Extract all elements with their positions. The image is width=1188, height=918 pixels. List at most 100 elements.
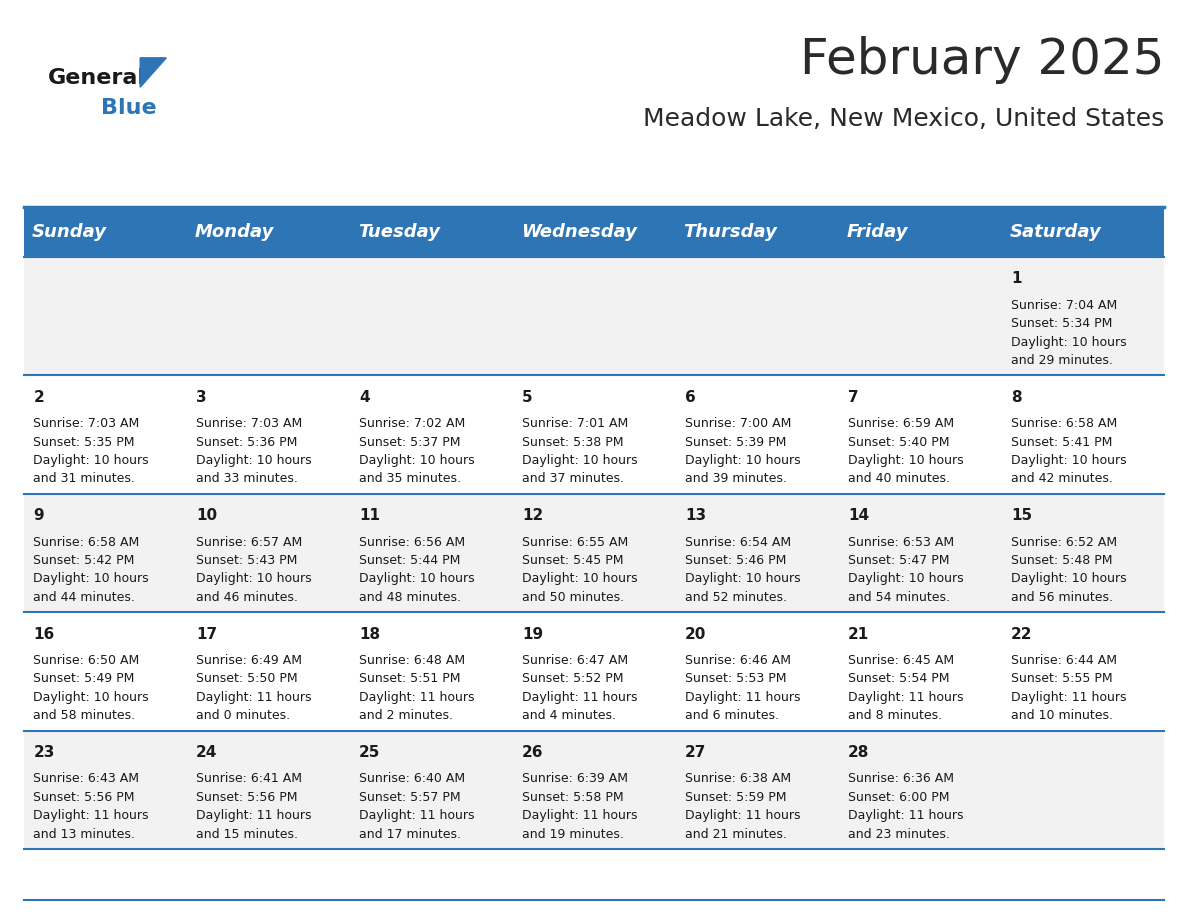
- FancyBboxPatch shape: [1001, 257, 1164, 375]
- Text: Sunset: 5:47 PM: Sunset: 5:47 PM: [848, 554, 949, 567]
- FancyBboxPatch shape: [839, 731, 1001, 849]
- Text: 28: 28: [848, 744, 870, 760]
- Text: Sunset: 5:53 PM: Sunset: 5:53 PM: [685, 672, 786, 686]
- Text: Daylight: 11 hours: Daylight: 11 hours: [685, 690, 801, 704]
- Text: Sunset: 5:40 PM: Sunset: 5:40 PM: [848, 435, 949, 449]
- Text: Sunset: 5:51 PM: Sunset: 5:51 PM: [359, 672, 461, 686]
- Text: and 42 minutes.: and 42 minutes.: [1011, 472, 1113, 486]
- Text: 12: 12: [522, 508, 543, 523]
- FancyBboxPatch shape: [349, 207, 512, 257]
- Text: and 15 minutes.: and 15 minutes.: [196, 827, 298, 841]
- Text: and 0 minutes.: and 0 minutes.: [196, 709, 290, 722]
- Text: Sunset: 5:52 PM: Sunset: 5:52 PM: [522, 672, 624, 686]
- Text: 24: 24: [196, 744, 217, 760]
- FancyBboxPatch shape: [24, 612, 187, 731]
- Text: 19: 19: [522, 626, 543, 642]
- Text: Sunrise: 6:49 AM: Sunrise: 6:49 AM: [196, 654, 302, 667]
- Text: 27: 27: [685, 744, 707, 760]
- Text: Sunrise: 6:55 AM: Sunrise: 6:55 AM: [522, 535, 628, 549]
- Polygon shape: [140, 58, 166, 87]
- Text: Sunset: 5:46 PM: Sunset: 5:46 PM: [685, 554, 786, 567]
- Text: 26: 26: [522, 744, 544, 760]
- FancyBboxPatch shape: [512, 257, 676, 375]
- FancyBboxPatch shape: [187, 731, 349, 849]
- Text: 7: 7: [848, 389, 859, 405]
- Text: Monday: Monday: [195, 223, 274, 241]
- Text: 10: 10: [196, 508, 217, 523]
- Text: Sunset: 5:35 PM: Sunset: 5:35 PM: [33, 435, 134, 449]
- FancyBboxPatch shape: [676, 612, 839, 731]
- Text: 23: 23: [33, 744, 55, 760]
- FancyBboxPatch shape: [839, 257, 1001, 375]
- Text: and 37 minutes.: and 37 minutes.: [522, 472, 624, 486]
- Text: Daylight: 10 hours: Daylight: 10 hours: [1011, 453, 1126, 467]
- FancyBboxPatch shape: [1001, 207, 1164, 257]
- Text: Daylight: 11 hours: Daylight: 11 hours: [1011, 690, 1126, 704]
- Text: and 54 minutes.: and 54 minutes.: [848, 590, 950, 604]
- Text: 22: 22: [1011, 626, 1032, 642]
- Text: Daylight: 11 hours: Daylight: 11 hours: [196, 809, 311, 823]
- Text: 3: 3: [196, 389, 207, 405]
- FancyBboxPatch shape: [839, 375, 1001, 494]
- FancyBboxPatch shape: [1001, 731, 1164, 849]
- Text: Daylight: 11 hours: Daylight: 11 hours: [359, 809, 475, 823]
- Text: 25: 25: [359, 744, 380, 760]
- Text: Sunset: 5:59 PM: Sunset: 5:59 PM: [685, 790, 786, 804]
- Text: Sunrise: 6:52 AM: Sunrise: 6:52 AM: [1011, 535, 1117, 549]
- FancyBboxPatch shape: [24, 375, 187, 494]
- Text: and 52 minutes.: and 52 minutes.: [685, 590, 786, 604]
- Text: Daylight: 10 hours: Daylight: 10 hours: [1011, 335, 1126, 349]
- Text: and 46 minutes.: and 46 minutes.: [196, 590, 298, 604]
- Text: 16: 16: [33, 626, 55, 642]
- Text: and 44 minutes.: and 44 minutes.: [33, 590, 135, 604]
- Text: Daylight: 10 hours: Daylight: 10 hours: [359, 453, 475, 467]
- Text: 18: 18: [359, 626, 380, 642]
- Text: Daylight: 10 hours: Daylight: 10 hours: [685, 572, 801, 586]
- Text: Daylight: 10 hours: Daylight: 10 hours: [1011, 572, 1126, 586]
- Text: 15: 15: [1011, 508, 1032, 523]
- Text: Sunrise: 6:39 AM: Sunrise: 6:39 AM: [522, 772, 628, 786]
- Text: Sunset: 5:45 PM: Sunset: 5:45 PM: [522, 554, 624, 567]
- FancyBboxPatch shape: [1001, 612, 1164, 731]
- FancyBboxPatch shape: [187, 612, 349, 731]
- FancyBboxPatch shape: [676, 207, 839, 257]
- FancyBboxPatch shape: [512, 612, 676, 731]
- Text: and 35 minutes.: and 35 minutes.: [359, 472, 461, 486]
- Text: 2: 2: [33, 389, 44, 405]
- Text: Blue: Blue: [101, 98, 157, 118]
- FancyBboxPatch shape: [187, 494, 349, 612]
- FancyBboxPatch shape: [676, 731, 839, 849]
- Text: 5: 5: [522, 389, 532, 405]
- Text: Daylight: 11 hours: Daylight: 11 hours: [848, 809, 963, 823]
- Text: Sunrise: 6:41 AM: Sunrise: 6:41 AM: [196, 772, 302, 786]
- Text: and 31 minutes.: and 31 minutes.: [33, 472, 135, 486]
- Text: Daylight: 10 hours: Daylight: 10 hours: [196, 453, 311, 467]
- FancyBboxPatch shape: [187, 257, 349, 375]
- Text: Sunrise: 7:01 AM: Sunrise: 7:01 AM: [522, 417, 628, 431]
- Text: Daylight: 11 hours: Daylight: 11 hours: [196, 690, 311, 704]
- Text: and 6 minutes.: and 6 minutes.: [685, 709, 779, 722]
- Text: and 39 minutes.: and 39 minutes.: [685, 472, 786, 486]
- Text: Sunset: 5:49 PM: Sunset: 5:49 PM: [33, 672, 134, 686]
- Text: and 56 minutes.: and 56 minutes.: [1011, 590, 1113, 604]
- FancyBboxPatch shape: [349, 731, 512, 849]
- Text: Daylight: 10 hours: Daylight: 10 hours: [522, 453, 638, 467]
- Text: 9: 9: [33, 508, 44, 523]
- FancyBboxPatch shape: [24, 207, 187, 257]
- Text: Sunset: 5:55 PM: Sunset: 5:55 PM: [1011, 672, 1112, 686]
- Text: Sunset: 5:34 PM: Sunset: 5:34 PM: [1011, 317, 1112, 330]
- Text: Sunset: 5:36 PM: Sunset: 5:36 PM: [196, 435, 297, 449]
- Text: and 8 minutes.: and 8 minutes.: [848, 709, 942, 722]
- Text: Sunset: 5:44 PM: Sunset: 5:44 PM: [359, 554, 461, 567]
- Text: Sunset: 5:50 PM: Sunset: 5:50 PM: [196, 672, 298, 686]
- Text: Wednesday: Wednesday: [520, 223, 637, 241]
- Text: Daylight: 10 hours: Daylight: 10 hours: [196, 572, 311, 586]
- Text: 14: 14: [848, 508, 868, 523]
- Text: Daylight: 10 hours: Daylight: 10 hours: [33, 690, 148, 704]
- Text: Sunset: 5:54 PM: Sunset: 5:54 PM: [848, 672, 949, 686]
- FancyBboxPatch shape: [676, 375, 839, 494]
- Text: and 33 minutes.: and 33 minutes.: [196, 472, 298, 486]
- Text: Sunrise: 7:03 AM: Sunrise: 7:03 AM: [33, 417, 139, 431]
- Text: February 2025: February 2025: [800, 36, 1164, 84]
- Text: 13: 13: [685, 508, 706, 523]
